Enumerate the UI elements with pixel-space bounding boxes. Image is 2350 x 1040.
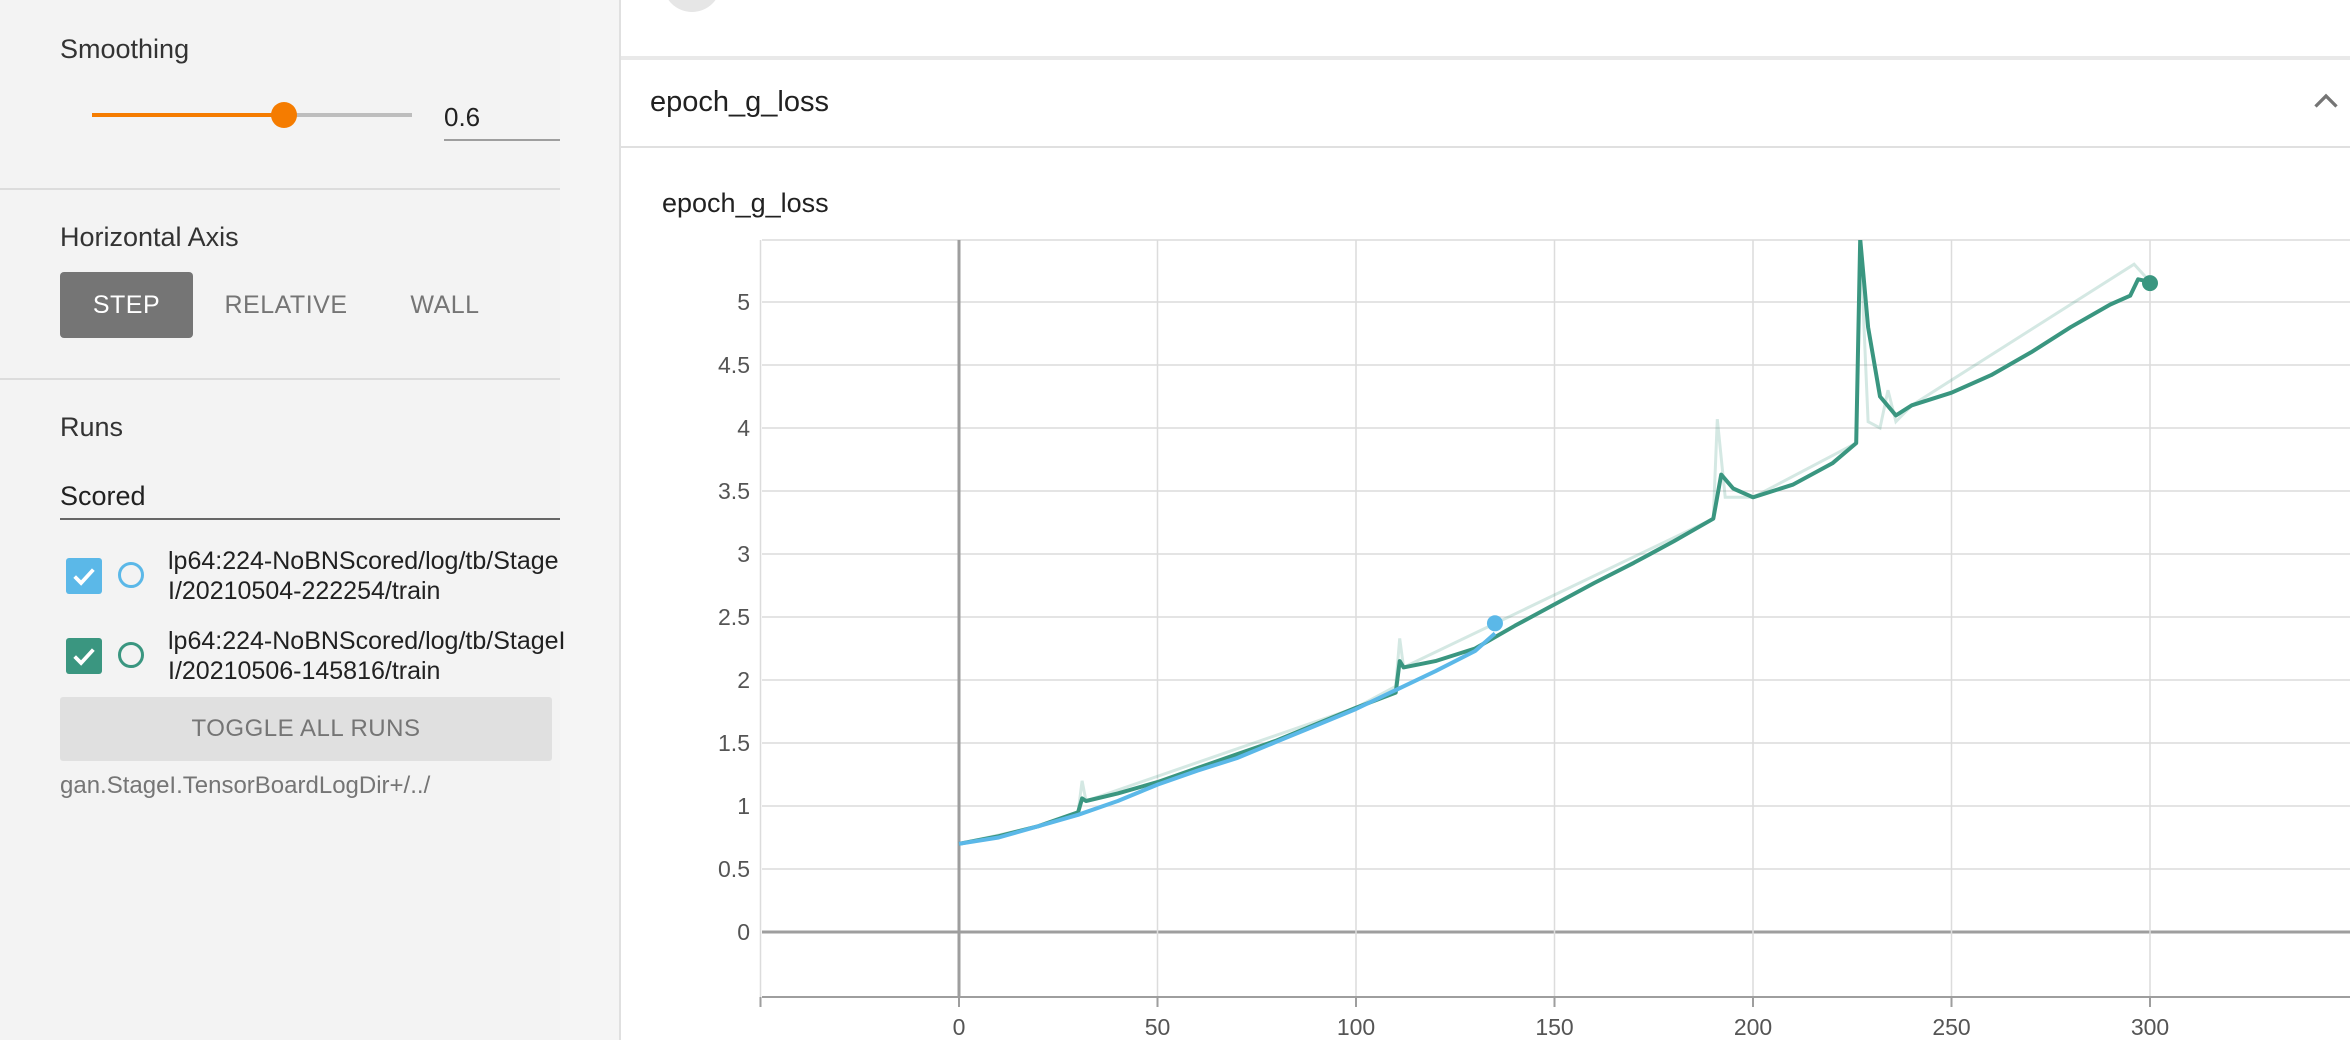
sidebar-border — [619, 0, 621, 1040]
y-tick-label: 2.5 — [718, 604, 750, 630]
previous-card — [621, 0, 2350, 56]
x-tick-label: 150 — [1535, 1014, 1573, 1040]
smoothing-slider[interactable] — [92, 102, 412, 128]
y-tick-label: 1.5 — [718, 730, 750, 756]
checkmark-icon — [73, 648, 95, 666]
y-tick-label: 2 — [737, 667, 750, 693]
run-color-dot[interactable] — [118, 562, 144, 588]
smoothing-input[interactable] — [444, 95, 560, 141]
divider — [0, 188, 560, 190]
y-tick-label: 1 — [737, 793, 750, 819]
y-tick-label: 4 — [737, 415, 750, 441]
card-header[interactable]: epoch_g_loss — [621, 60, 2350, 148]
y-tick-label: 0 — [737, 919, 750, 945]
x-tick-label: 250 — [1932, 1014, 1970, 1040]
x-tick-label: 200 — [1734, 1014, 1772, 1040]
toggle-all-runs-button[interactable]: TOGGLE ALL RUNS — [60, 697, 552, 761]
divider — [621, 56, 2350, 60]
x-tick-label: 50 — [1145, 1014, 1171, 1040]
series-raw-line — [958, 240, 2152, 846]
horizontal-axis-label: Horizontal Axis — [60, 222, 239, 252]
y-tick-label: 0.5 — [718, 856, 750, 882]
run-label[interactable]: lp64:224-NoBNScored/log/tb/StageI/202105… — [168, 547, 559, 605]
series-last-point[interactable] — [2142, 275, 2158, 292]
axis-relative-button[interactable]: RELATIVE — [224, 290, 348, 319]
main-panel: epoch_g_loss epoch_g_loss 0 0.5 1 1.5 2 2.5 3 3… — [621, 0, 2350, 1040]
series-last-point[interactable] — [1486, 615, 1503, 632]
x-tick-label: 0 — [953, 1014, 966, 1040]
run-checkbox[interactable] — [66, 638, 102, 674]
chevron-up-icon[interactable] — [2308, 84, 2344, 120]
series-line[interactable] — [958, 239, 2151, 846]
sidebar: Smoothing Horizontal Axis STEP RELATIVE … — [0, 0, 565, 1040]
y-tick-label: 3 — [737, 541, 750, 567]
divider — [0, 378, 560, 380]
chart-title: epoch_g_loss — [662, 188, 829, 218]
x-tick-label: 300 — [2131, 1014, 2169, 1040]
run-checkbox[interactable] — [66, 558, 102, 594]
runs-label: Runs — [60, 412, 124, 442]
runs-filter-input[interactable] — [60, 474, 560, 520]
smoothing-slider-fill — [92, 113, 284, 117]
y-tick-label: 5 — [737, 289, 750, 315]
series-line[interactable] — [958, 631, 1497, 846]
y-tick-label: 4.5 — [718, 352, 750, 378]
run-color-dot[interactable] — [118, 642, 144, 668]
y-tick-label: 3.5 — [718, 478, 750, 504]
axis-step-button[interactable]: STEP — [60, 272, 193, 338]
smoothing-slider-thumb[interactable] — [271, 102, 297, 128]
run-label[interactable]: lp64:224-NoBNScored/log/tb/StageII/20210… — [168, 627, 566, 685]
x-tick-label: 100 — [1337, 1014, 1375, 1040]
logdir-text: gan.StageI.TensorBoardLogDir+/../ — [60, 772, 431, 799]
checkmark-icon — [73, 568, 95, 586]
line-chart[interactable]: 00.511.522.533.544.550 50 100 150 200 250 300 — [621, 0, 2350, 1040]
smoothing-label: Smoothing — [60, 34, 190, 64]
axis-wall-button[interactable]: WALL — [410, 290, 480, 319]
card-title: epoch_g_loss — [650, 86, 829, 118]
